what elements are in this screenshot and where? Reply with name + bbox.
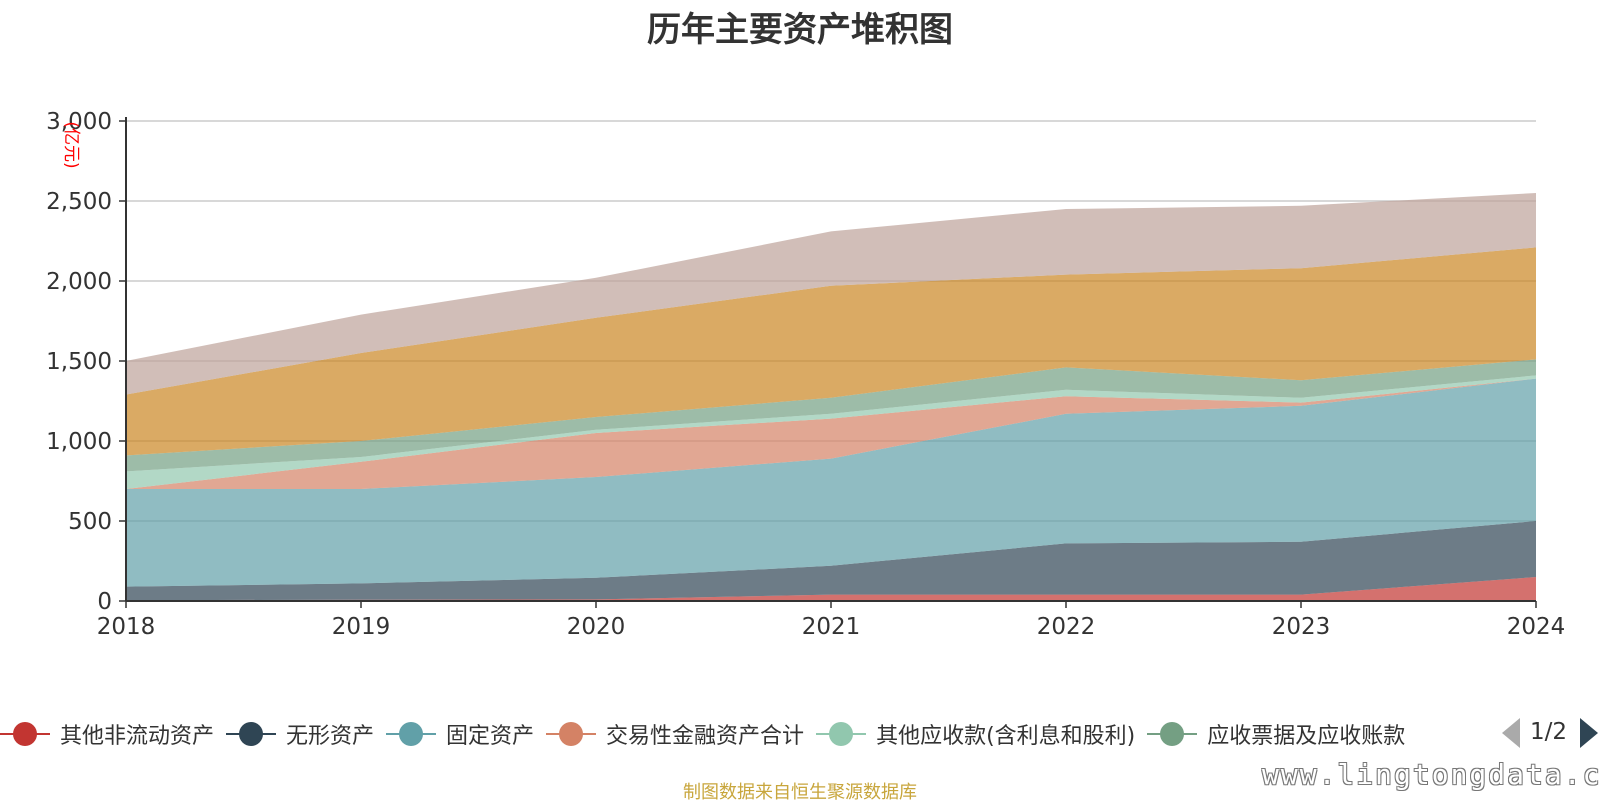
stacked-area-chart: 0 500 1,000 1,500 2,000 2,500 3,000 2018 2019 202… [46,109,1565,640]
y-tick-label: 500 [68,509,112,535]
x-tick-label: 2023 [1272,614,1331,640]
legend-item[interactable]: 无形资产 [226,712,374,756]
legend-label: 无形资产 [286,724,375,749]
area-series-6[interactable] [126,247,1536,456]
legend-item[interactable]: 交易性金融资产合计 [546,712,804,756]
x-tick-label: 2018 [97,614,156,640]
y-tick-label: 1,000 [46,429,112,455]
y-axis-unit-label: (亿元) [61,121,81,168]
legend-label: 交易性金融资产合计 [606,724,805,749]
area-series-3[interactable] [126,378,1536,489]
legend-circle-icon [0,719,50,749]
y-tick-label: 1,500 [46,349,112,375]
legend-page-indicator: 1/2 [1530,719,1568,745]
legend-items: 其他非流动资产 无形资产 固定资产 交易性金融资产合计 其他应收款(含利息和股利) 应收票… [0,712,1495,756]
y-tick-label: 0 [97,589,112,615]
data-source-note: 制图数据来自恒生聚源数据库 [683,782,917,803]
legend-circle-icon [386,719,437,749]
legend-next-page-icon[interactable] [1580,718,1598,748]
y-tick-label: 3,000 [46,109,112,135]
area-series-2[interactable] [126,378,1536,587]
x-tick-label: 2022 [1037,614,1096,640]
legend-label: 应收票据及应收账款 [1207,724,1406,749]
area-series-5[interactable] [126,359,1536,472]
legend-circle-icon [1147,719,1198,749]
legend-pager: 1/2 [1500,712,1600,756]
legend-item[interactable]: 固定资产 [386,712,534,756]
area-series-layer [126,193,1536,601]
legend-label: 其他非流动资产 [60,724,215,749]
axes [119,117,1537,608]
legend-prev-page-icon[interactable] [1502,718,1520,748]
x-tick-label: 2024 [1507,614,1566,640]
tick-labels: 0 500 1,000 1,500 2,000 2,500 3,000 2018 2019 202… [46,109,1565,640]
legend-item[interactable]: 应收票据及应收账款 [1147,712,1405,756]
legend-item[interactable]: 其他应收款(含利息和股利) [816,712,1135,756]
legend-circle-icon [226,719,277,749]
chart-legend: 其他非流动资产 无形资产 固定资产 交易性金融资产合计 其他应收款(含利息和股利) 应收票… [0,712,1600,756]
legend-label: 其他应收款(含利息和股利) [876,724,1136,749]
y-tick-label: 2,500 [46,189,112,215]
y-tick-label: 2,000 [46,269,112,295]
x-tick-label: 2021 [802,614,861,640]
legend-item[interactable]: 其他非流动资产 [0,712,214,756]
legend-label: 固定资产 [446,724,535,749]
area-series-0[interactable] [126,577,1536,601]
legend-circle-icon [816,719,867,749]
watermark: www.lingtongdata.com [1262,758,1600,791]
area-series-1[interactable] [126,521,1536,601]
x-tick-label: 2020 [567,614,626,640]
x-tick-label: 2019 [332,614,391,640]
legend-circle-icon [546,719,597,749]
chart-title: 历年主要资产堆积图 [647,10,953,50]
area-series-7[interactable] [126,193,1536,395]
